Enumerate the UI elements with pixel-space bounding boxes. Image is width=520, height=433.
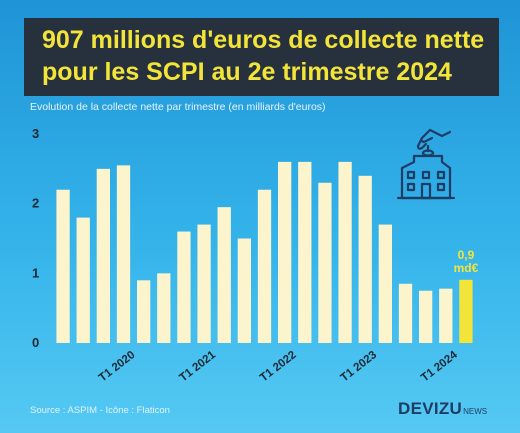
bar	[398, 283, 413, 343]
brand-name: DEVIZU	[398, 399, 463, 418]
bar	[338, 161, 352, 343]
x-tick-label: T1 2022	[258, 349, 299, 384]
data-labels: 0,9md€	[454, 248, 479, 275]
x-tick-label: T1 2024	[419, 349, 460, 385]
bar	[136, 280, 151, 343]
title-line-1: 907 millions d'euros de collecte nette	[42, 26, 485, 54]
brand-logo: DEVIZUNEWS	[398, 399, 487, 419]
x-axis-ticks: T1 2020 T1 2021 T1 2022 T1 2023 T1 2024	[97, 349, 460, 385]
bar	[439, 288, 453, 343]
bars	[56, 161, 473, 343]
bar	[277, 161, 292, 343]
chart-subtitle: Evolution de la collecte nette par trime…	[30, 101, 326, 113]
bar	[378, 224, 393, 343]
bar	[96, 168, 111, 343]
x-tick-label: T1 2021	[177, 349, 218, 385]
bar	[157, 273, 171, 343]
bar	[237, 238, 252, 343]
title-line-2: pour les SCPI au 2e trimestre 2024	[42, 58, 452, 86]
source-credit: Source : ASPIM - Icône : Flaticon	[30, 405, 170, 416]
bar	[197, 224, 211, 343]
y-tick-label: 1	[32, 265, 39, 280]
bar	[76, 217, 90, 343]
bar	[217, 207, 231, 343]
bar	[318, 182, 332, 343]
bar	[177, 231, 191, 343]
y-tick-label: 3	[32, 126, 39, 141]
x-tick-label: T1 2020	[97, 349, 138, 384]
bar	[298, 161, 312, 343]
y-tick-label: 0	[32, 335, 39, 350]
data-label: 0,9	[458, 248, 475, 262]
y-tick-label: 2	[32, 196, 39, 211]
bar	[358, 175, 372, 343]
bar-highlight	[459, 279, 473, 343]
bar	[116, 165, 131, 343]
y-axis-ticks: 0 1 2 3	[32, 126, 39, 350]
data-label: md€	[454, 261, 479, 275]
bar	[56, 189, 70, 343]
bar	[257, 189, 272, 343]
bar	[418, 290, 433, 343]
x-tick-label: T1 2023	[339, 349, 380, 384]
hand-coin-building-icon	[396, 128, 456, 200]
title-banner: 907 millions d'euros de collecte nette p…	[24, 18, 499, 96]
brand-suffix: NEWS	[463, 407, 488, 416]
